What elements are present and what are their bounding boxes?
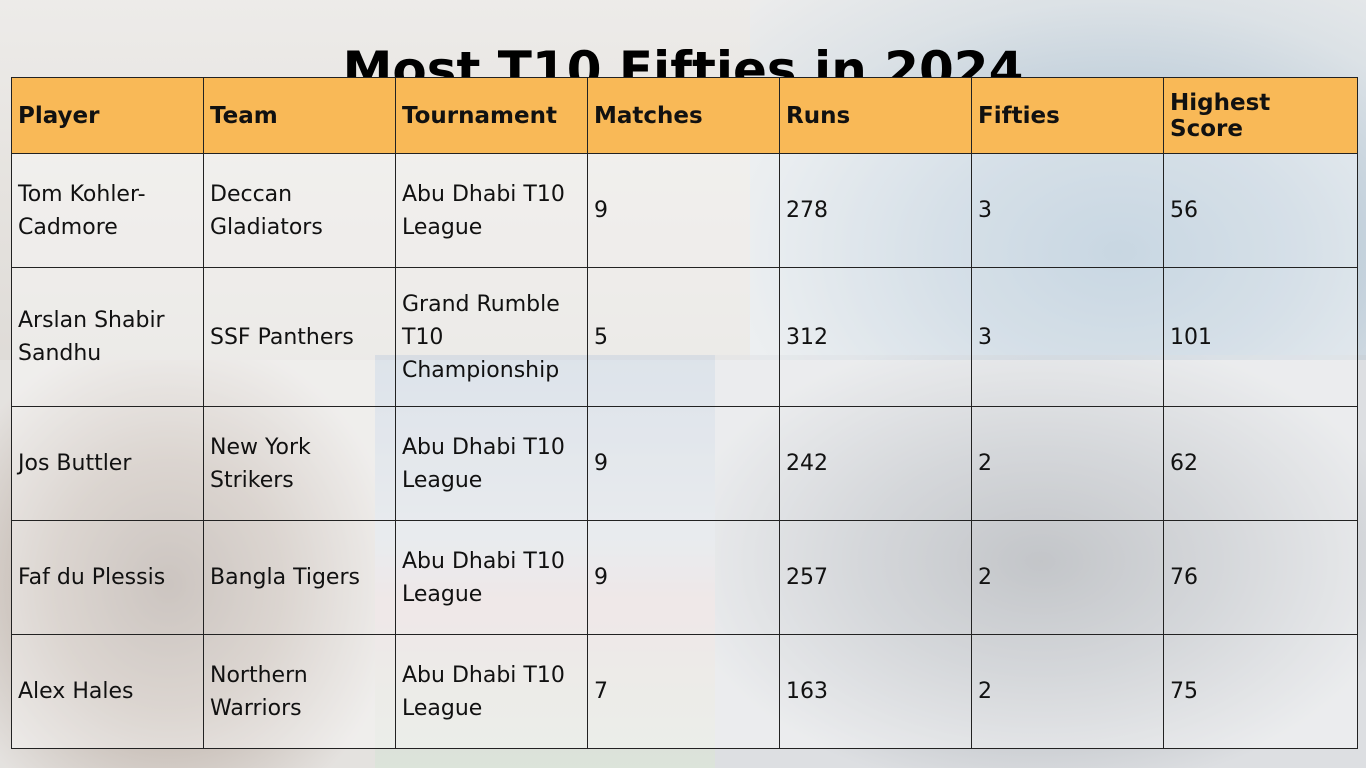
cell-runs: 257 bbox=[779, 520, 972, 635]
cell-team: SSF Panthers bbox=[203, 267, 396, 407]
cell-player: Arslan Shabir Sandhu bbox=[11, 267, 204, 407]
table-header-row: Player Team Tournament Matches Runs Fift… bbox=[11, 77, 1358, 154]
cell-runs: 312 bbox=[779, 267, 972, 407]
cell-runs: 278 bbox=[779, 153, 972, 268]
cell-highest-score: 56 bbox=[1163, 153, 1358, 268]
header-player: Player bbox=[11, 77, 204, 154]
cell-fifties: 2 bbox=[971, 406, 1164, 521]
cell-matches: 9 bbox=[587, 406, 780, 521]
cell-fifties: 3 bbox=[971, 267, 1164, 407]
cell-highest-score: 75 bbox=[1163, 634, 1358, 749]
cell-runs: 242 bbox=[779, 406, 972, 521]
cell-tournament: Abu Dhabi T10 League bbox=[395, 634, 588, 749]
cell-matches: 5 bbox=[587, 267, 780, 407]
header-team: Team bbox=[203, 77, 396, 154]
cell-team: Bangla Tigers bbox=[203, 520, 396, 635]
cell-tournament: Grand Rumble T10 Championship bbox=[395, 267, 588, 407]
header-highest-score: Highest Score bbox=[1163, 77, 1358, 154]
header-runs: Runs bbox=[779, 77, 972, 154]
header-matches: Matches bbox=[587, 77, 780, 154]
table-row: Faf du Plessis Bangla Tigers Abu Dhabi T… bbox=[11, 520, 1358, 635]
table-row: Jos Buttler New York Strikers Abu Dhabi … bbox=[11, 406, 1358, 521]
cell-player: Faf du Plessis bbox=[11, 520, 204, 635]
cell-highest-score: 101 bbox=[1163, 267, 1358, 407]
header-tournament: Tournament bbox=[395, 77, 588, 154]
cell-highest-score: 62 bbox=[1163, 406, 1358, 521]
fifties-table: Player Team Tournament Matches Runs Fift… bbox=[11, 77, 1358, 749]
cell-team: New York Strikers bbox=[203, 406, 396, 521]
table-row: Arslan Shabir Sandhu SSF Panthers Grand … bbox=[11, 267, 1358, 407]
cell-player: Alex Hales bbox=[11, 634, 204, 749]
table-row: Tom Kohler-Cadmore Deccan Gladiators Abu… bbox=[11, 153, 1358, 268]
cell-fifties: 2 bbox=[971, 520, 1164, 635]
cell-team: Northern Warriors bbox=[203, 634, 396, 749]
cell-tournament: Abu Dhabi T10 League bbox=[395, 520, 588, 635]
table-row: Alex Hales Northern Warriors Abu Dhabi T… bbox=[11, 634, 1358, 749]
header-fifties: Fifties bbox=[971, 77, 1164, 154]
cell-player: Tom Kohler-Cadmore bbox=[11, 153, 204, 268]
cell-highest-score: 76 bbox=[1163, 520, 1358, 635]
cell-fifties: 2 bbox=[971, 634, 1164, 749]
cell-tournament: Abu Dhabi T10 League bbox=[395, 406, 588, 521]
cell-matches: 9 bbox=[587, 520, 780, 635]
cell-matches: 7 bbox=[587, 634, 780, 749]
cell-matches: 9 bbox=[587, 153, 780, 268]
cell-player: Jos Buttler bbox=[11, 406, 204, 521]
cell-team: Deccan Gladiators bbox=[203, 153, 396, 268]
cell-runs: 163 bbox=[779, 634, 972, 749]
cell-tournament: Abu Dhabi T10 League bbox=[395, 153, 588, 268]
cell-fifties: 3 bbox=[971, 153, 1164, 268]
